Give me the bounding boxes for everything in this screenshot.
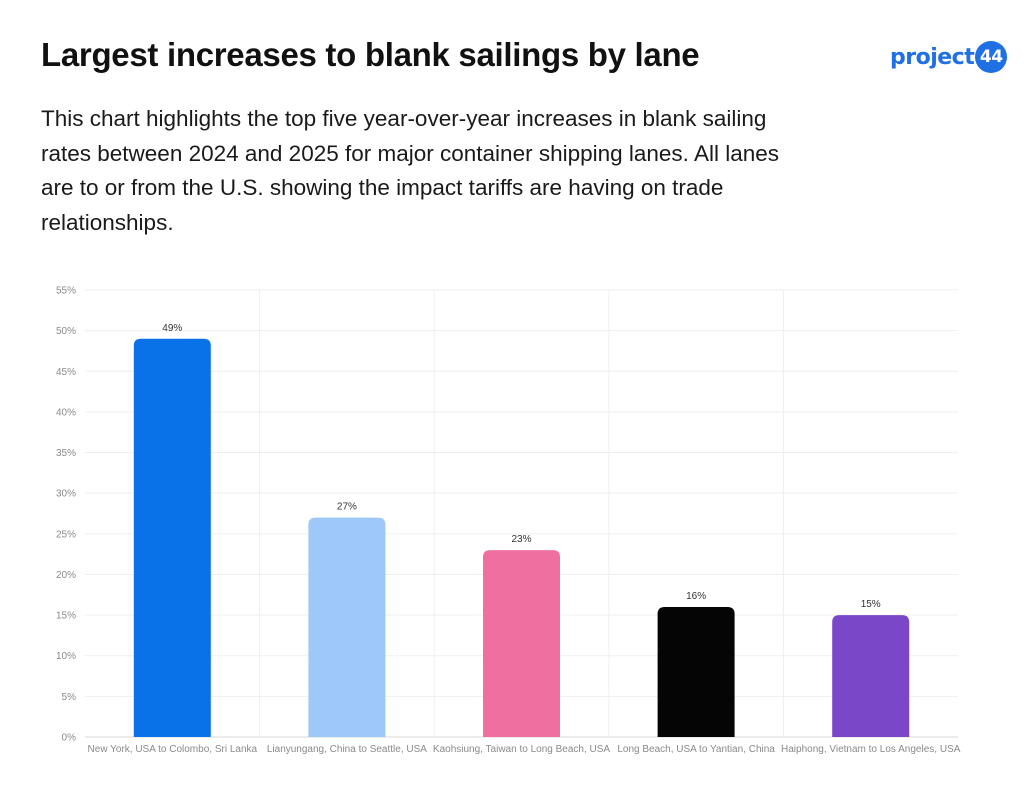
y-tick-label: 30% [56,489,76,500]
y-tick-label: 35% [56,448,76,459]
bar-value-label: 16% [686,591,706,602]
y-tick-label: 5% [62,692,77,703]
y-tick-label: 25% [56,529,76,540]
bar-value-label: 49% [162,323,182,334]
project44-logo: project 44 [890,41,1008,73]
x-axis: New York, USA to Colombo, Sri Lanka Liany… [88,744,961,755]
chart-description: This chart highlights the top five year-… [41,106,779,235]
x-tick-label: Haiphong, Vietnam to Los Angeles, USA [781,744,961,755]
y-tick-label: 20% [56,570,76,581]
logo-wordmark: project [890,44,975,70]
x-tick-label: New York, USA to Colombo, Sri Lanka [88,744,258,755]
y-tick-label: 50% [56,326,76,337]
bar-value-label: 23% [511,534,531,545]
bar-chart: 0% 5% 10% 15% 20% 25% 30% 35% 40% 45% 50% 55% 49% 27… [56,286,961,756]
bar [483,550,560,737]
y-tick-label: 55% [56,286,76,297]
logo-badge: 44 [975,41,1008,73]
bar-value-label: 27% [337,502,357,513]
y-tick-label: 10% [56,651,76,662]
x-tick-label: Lianyungang, China to Seattle, USA [267,744,427,755]
bar [832,615,910,737]
bar [657,606,735,737]
bar [133,338,211,737]
y-axis: 0% 5% 10% 15% 20% 25% 30% 35% 40% 45% 50% 55% [56,286,76,744]
y-tick-label: 45% [56,367,76,378]
bar-series: 49% 27% 23% 16% 15% [133,323,910,737]
chart-title: Largest increases to blank sailings by l… [41,36,700,73]
bar-value-label: 15% [861,599,881,610]
y-tick-label: 15% [56,611,76,622]
y-tick-label: 40% [56,407,76,418]
bar [308,517,386,737]
y-tick-label: 0% [62,733,77,744]
x-tick-label: Kaohsiung, Taiwan to Long Beach, USA [433,744,610,755]
x-tick-label: Long Beach, USA to Yantian, China [617,744,775,755]
